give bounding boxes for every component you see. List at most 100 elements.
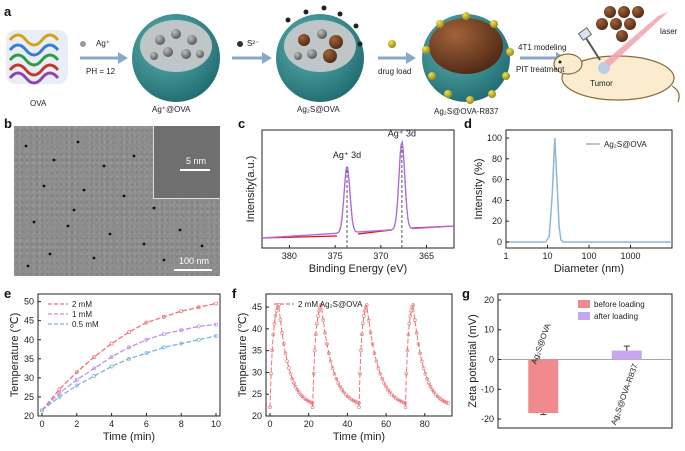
xps-x-tick-label: 370 <box>373 251 388 261</box>
heating-y-tick-label: 25 <box>24 392 34 402</box>
heating-x-axis-label: Time (min) <box>103 431 155 443</box>
heating-point <box>196 337 201 342</box>
cycling-point <box>446 401 450 405</box>
cycling-point <box>334 377 339 381</box>
cycling-y-tick-label: 40 <box>252 324 262 334</box>
heating-legend-label-1: 2 mM <box>72 300 92 309</box>
cycling-point <box>292 381 296 385</box>
laser-beam-icon <box>604 12 668 66</box>
heating-point <box>109 354 114 359</box>
cycling-point <box>342 390 346 395</box>
tem-particle <box>200 244 204 248</box>
label-modeling: 4T1 modeling <box>518 43 566 52</box>
cycling-x-tick-label: 0 <box>267 419 272 429</box>
zeta-bar-1 <box>528 359 559 414</box>
zeta-y-tick-label: 20 <box>484 295 494 305</box>
heating-point <box>92 366 97 371</box>
cycling-point <box>364 303 369 307</box>
zeta-y-tick-label: 10 <box>484 325 494 335</box>
heating-point <box>57 391 62 396</box>
ag2s-ova-r837-sphere-icon <box>422 12 514 104</box>
xps-x-tick-label: 375 <box>328 251 343 261</box>
cycling-point <box>293 384 298 389</box>
xps-spectrum-line <box>261 139 455 239</box>
cycling-y-tick-label: 25 <box>252 389 262 399</box>
cycling-point <box>343 392 348 397</box>
zeta-frame <box>497 293 673 429</box>
heating-point <box>109 341 114 346</box>
heating-chart: 2 mM1 mM0.5 mM 20 25 30 35 40 45 50 0 2 4 6 8 10 Time … <box>9 293 221 443</box>
panel-label-e: e <box>4 286 12 301</box>
tem-particle <box>66 224 70 228</box>
dls-x-tick-label: 100 <box>581 251 596 261</box>
heating-point <box>161 345 166 350</box>
cycling-y-tick-label: 35 <box>252 346 262 356</box>
heating-series-line-2 <box>41 323 217 411</box>
label-ag2s-ova-r837: Ag₂S@OVA-R837 <box>434 107 499 116</box>
cycling-point <box>432 390 436 395</box>
zeta-y-tick-label: -20 <box>481 414 494 424</box>
cycling-y-tick-label: 30 <box>252 367 262 377</box>
cycling-point <box>380 377 385 381</box>
xps-chart: Ag⁺ 3d Ag⁺ 3d 380 375 370 365 Binding Energy (… <box>245 129 455 275</box>
dls-series-line <box>506 137 672 243</box>
heating-point <box>92 354 97 359</box>
zeta-legend-swatch-2 <box>578 312 590 320</box>
cycling-point <box>428 384 433 389</box>
dls-y-tick-label: 40 <box>492 195 502 205</box>
ag-ova-sphere-icon <box>132 14 220 102</box>
arrow-1-icon <box>80 41 128 64</box>
dls-legend-label: Ag₂S@OVA <box>604 140 647 149</box>
heating-x-tick-label: 2 <box>74 419 79 429</box>
heating-x-tick-label: 4 <box>109 419 114 429</box>
cycling-point <box>336 381 341 385</box>
heating-point <box>74 377 79 382</box>
heating-x-tick-label: 8 <box>179 419 184 429</box>
dls-y-tick-label: 100 <box>487 133 502 143</box>
zeta-chart: before loading after loading Ag₂S@OVA Ag₂S@… <box>467 293 673 429</box>
ag2s-ova-sphere-icon <box>276 5 364 102</box>
zeta-y-axis-label: Zeta potential (mV) <box>467 314 479 408</box>
heating-point <box>196 305 201 310</box>
tem-particle <box>92 256 96 260</box>
dls-y-tick-label: 0 <box>497 237 502 247</box>
label-laser: laser <box>660 27 678 36</box>
xps-x-axis-label: Binding Energy (eV) <box>309 263 407 275</box>
heating-point <box>127 356 131 361</box>
heating-point <box>74 370 79 375</box>
panel-label-d: d <box>464 116 472 131</box>
dls-y-tick-label: 20 <box>492 216 502 226</box>
label-tumor: Tumor <box>590 79 613 88</box>
tem-particle <box>76 140 80 144</box>
heating-point <box>214 301 218 306</box>
heating-point <box>161 314 166 319</box>
heating-point <box>57 394 62 399</box>
tem-particle <box>152 206 156 210</box>
heating-frame <box>37 293 221 417</box>
dls-x-tick-label: 10 <box>542 251 552 261</box>
tem-particle <box>72 208 76 212</box>
heating-point <box>179 309 184 314</box>
heating-point <box>179 341 184 346</box>
panel-label-f: f <box>232 286 237 301</box>
cycling-x-tick-label: 60 <box>381 419 391 429</box>
heating-y-axis-label: Temperature (℃) <box>9 313 21 398</box>
heating-point <box>74 383 79 388</box>
heating-y-tick-label: 50 <box>24 297 34 307</box>
cycling-chart: 2 mM Ag₂S@OVA 20 25 30 35 40 45 0 20 40 60 80 Time (… <box>237 293 453 443</box>
cycling-series-line <box>269 302 449 408</box>
label-ph: PH = 12 <box>86 67 116 76</box>
cycling-point <box>388 390 392 395</box>
dls-x-tick-label: 1000 <box>620 251 640 261</box>
label-treatment: PIT treatment <box>516 65 565 74</box>
tem-particle <box>48 252 52 256</box>
zeta-legend-label-1: before loading <box>594 300 645 309</box>
cycling-point <box>338 384 342 389</box>
heating-point <box>127 330 131 335</box>
tem-particle <box>178 228 182 232</box>
tem-particle <box>162 258 166 262</box>
heating-y-tick-label: 20 <box>24 411 34 421</box>
mouse-icon <box>553 27 680 103</box>
tem-particle <box>122 194 126 198</box>
tem-particle <box>26 264 30 268</box>
